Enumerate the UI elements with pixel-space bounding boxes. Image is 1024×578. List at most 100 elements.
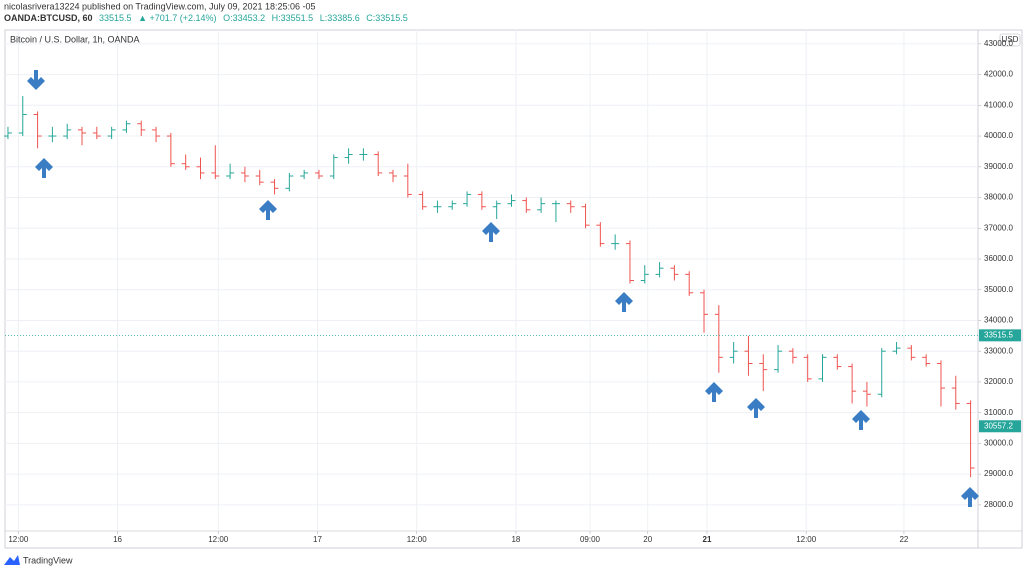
ohlc-bar (966, 400, 975, 478)
ohlc-bar (255, 169, 264, 186)
x-tick-label: 12:00 (407, 535, 428, 544)
down-arrow (27, 70, 45, 90)
ohlc-bar (729, 341, 738, 364)
x-tick-label: 12:00 (208, 535, 229, 544)
ohlc-bar (611, 234, 620, 250)
ohlc-bar (107, 126, 116, 140)
annotations (27, 70, 979, 507)
ohlc-bar (152, 126, 161, 143)
ohlc-bar (848, 363, 857, 404)
currency-box (999, 33, 1021, 47)
ohlc-bar (48, 126, 57, 143)
y-tick-label: 41000.0 (984, 100, 1013, 109)
logo-icon (4, 555, 20, 565)
y-tick-label: 43000.0 (984, 39, 1013, 48)
ohlc-bar (122, 120, 131, 133)
grid (5, 30, 978, 531)
currency: USD (1002, 35, 1019, 44)
ohlc-bar (63, 123, 72, 140)
open: O:33453.2 (223, 13, 265, 23)
ohlc-bar (759, 354, 768, 392)
up-arrow (852, 410, 870, 430)
ohlc-bar (907, 345, 916, 361)
up-arrow (615, 292, 633, 312)
ohlc-bar (211, 145, 220, 180)
symbol: OANDA:BTCUSD, 60 (4, 13, 93, 23)
y-tick-label: 31000.0 (984, 408, 1013, 417)
last: 33515.5 (99, 13, 132, 23)
ohlc-bar (389, 169, 398, 183)
ohlc-bar (744, 335, 753, 376)
ohlc-bar (892, 341, 901, 355)
ohlc-bar (507, 194, 516, 207)
up-arrow (705, 382, 723, 402)
logo (4, 555, 20, 565)
x-tick-label: 16 (113, 535, 122, 544)
ohlc-bar (226, 163, 235, 180)
ohlc-bar (492, 200, 501, 220)
ohlc-bar (181, 154, 190, 170)
y-tick-label: 35000.0 (984, 285, 1013, 294)
y-tick-label: 34000.0 (984, 316, 1013, 325)
brand: TradingView (23, 555, 73, 565)
y-tick-label: 37000.0 (984, 223, 1013, 232)
x-tick-label: 18 (511, 535, 520, 544)
ohlc-bar (655, 262, 664, 278)
x-tick-label: 12:00 (796, 535, 817, 544)
up-arrow (747, 398, 765, 418)
ohlc-bar (700, 289, 709, 333)
ohlc-bar (33, 111, 42, 149)
ohlc-bar (803, 354, 812, 382)
marker-price-box (979, 420, 1021, 433)
ohlc-bar (78, 126, 87, 146)
ohlc-bar (951, 375, 960, 410)
ohlc-bar (566, 200, 575, 213)
y-tick-label: 38000.0 (984, 193, 1013, 202)
ohlc-bar (418, 191, 427, 210)
y-tick-label: 28000.0 (984, 500, 1013, 509)
last-price-box (979, 329, 1021, 342)
y-tick-label: 30000.0 (984, 439, 1013, 448)
ohlc-bar (714, 305, 723, 373)
ohlc-bar (196, 157, 205, 180)
bars (3, 96, 975, 478)
x-tick-label: 09:00 (580, 535, 601, 544)
marker-price-label: 30557.2 (984, 421, 1013, 430)
x-tick-label: 20 (643, 535, 652, 544)
high: H:33551.5 (272, 13, 314, 23)
ohlc-bar (936, 360, 945, 407)
y-tick-label: 36000.0 (984, 254, 1013, 263)
y-tick-label: 40000.0 (984, 131, 1013, 140)
ohlc-bar (877, 348, 886, 398)
ohlc-bar (833, 354, 842, 370)
ohlc-bar (551, 200, 560, 223)
last-price-label: 33515.5 (984, 330, 1013, 339)
author-line: nicolasrivera13224 published on TradingV… (4, 1, 316, 11)
ohlc-bar (3, 126, 12, 140)
ohlc-bar (314, 169, 323, 180)
y-tick-label: 33000.0 (984, 346, 1013, 355)
x-tick-label: 17 (313, 535, 322, 544)
ohlc-bar (137, 120, 146, 137)
low: L:33385.6 (320, 13, 360, 23)
ohlc-bar (300, 169, 309, 180)
ohlc-bar (685, 271, 694, 296)
ohlc-bar (537, 197, 546, 213)
x-tick-label: 12:00 (8, 535, 29, 544)
up-arrow (961, 487, 979, 507)
ohlc-bar (344, 148, 353, 164)
ohlc-bar (640, 265, 649, 284)
ohlc-bar (448, 200, 457, 210)
chart-title: Bitcoin / U.S. Dollar, 1h, OANDA (10, 34, 140, 44)
frame (4, 29, 1023, 549)
ohlc-bar (596, 222, 605, 247)
x-tick-label: 21 (703, 535, 712, 544)
y-tick-label: 42000.0 (984, 70, 1013, 79)
ohlc-bar (774, 345, 783, 373)
close: C:33515.5 (366, 13, 408, 23)
ohlc-bar (581, 203, 590, 229)
up-arrow (35, 158, 53, 178)
ohlc-bar (92, 126, 101, 140)
symbol-line: OANDA:BTCUSD, 60 33515.5 ▲ +701.7 (+2.14… (4, 13, 408, 23)
